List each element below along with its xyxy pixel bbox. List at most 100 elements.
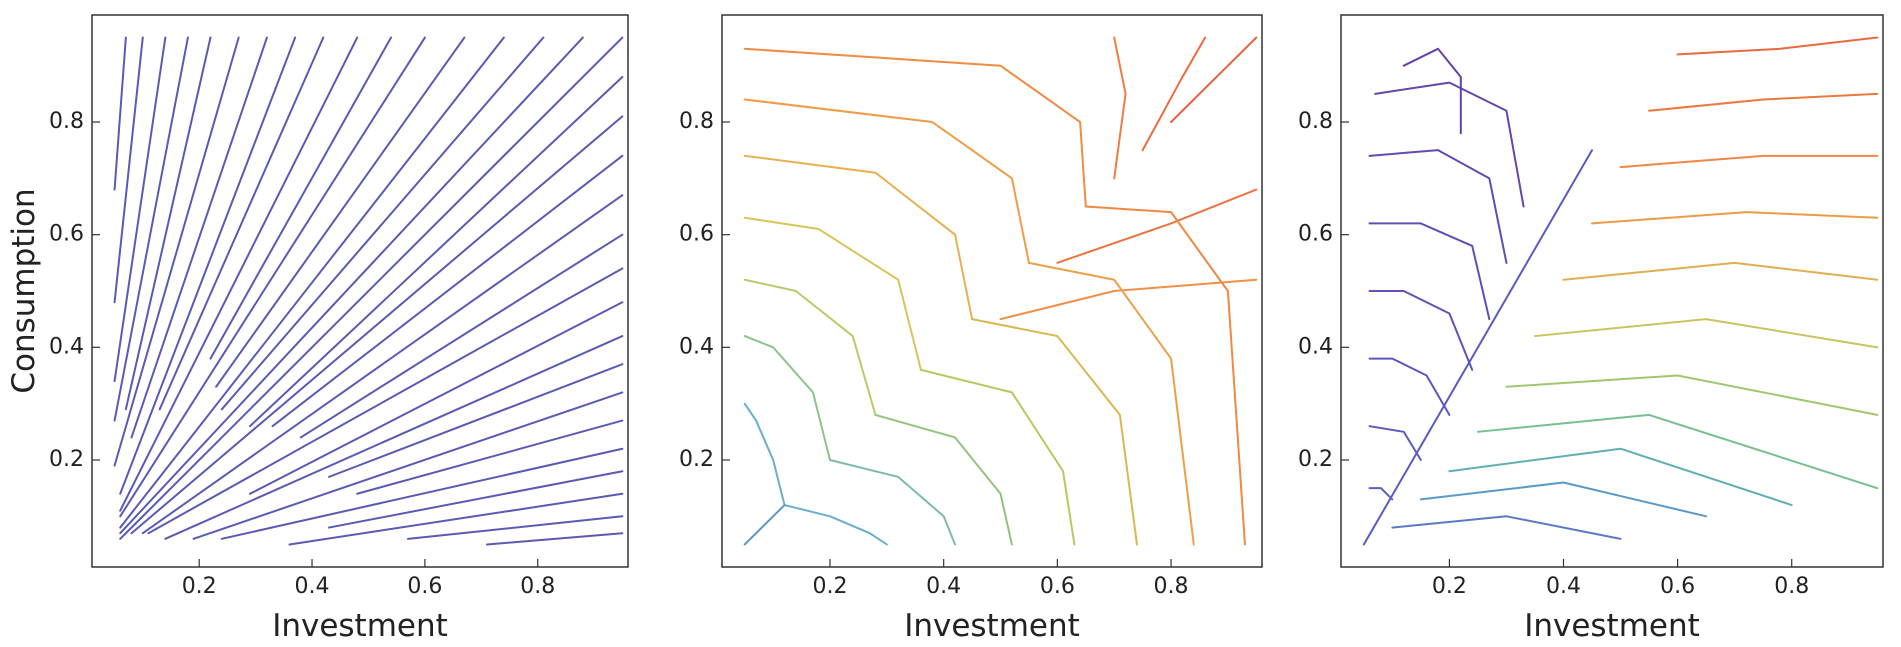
streamline <box>141 194 624 535</box>
streamline <box>1374 81 1525 208</box>
streamline <box>119 36 359 512</box>
streamline <box>1368 222 1491 321</box>
streamline <box>1533 318 1879 349</box>
streamline <box>743 278 877 416</box>
streamline <box>743 402 786 507</box>
x-axis-label: Investment <box>904 608 1080 644</box>
streamline <box>743 47 1087 208</box>
streamline <box>1402 47 1462 135</box>
y-tick-label: 0.8 <box>679 109 714 134</box>
streamline <box>119 36 426 518</box>
streamline <box>124 36 212 411</box>
streamline <box>1562 261 1879 281</box>
x-tick-label: 0.2 <box>182 574 217 599</box>
streamline <box>1676 36 1879 56</box>
streamline <box>119 36 505 529</box>
x-axis-label: Investment <box>272 608 448 644</box>
y-tick-label: 0.2 <box>1298 447 1333 472</box>
streamline <box>1368 357 1451 416</box>
streamline <box>119 36 584 535</box>
streamline <box>327 363 624 478</box>
streamline <box>147 267 624 535</box>
streamline <box>1505 374 1879 416</box>
streamline <box>783 504 888 546</box>
x-axis-label: Investment <box>1524 608 1700 644</box>
streamline <box>743 98 1030 264</box>
plot-frame <box>91 14 629 568</box>
streamline <box>971 318 1138 546</box>
streamline <box>743 335 831 461</box>
x-tick-label: 0.6 <box>1660 574 1695 599</box>
streamline <box>1170 36 1258 124</box>
y-tick-label: 0.6 <box>1298 222 1333 247</box>
streamline <box>1619 154 1879 169</box>
streamline <box>158 36 325 411</box>
x-tick-label: 0.6 <box>1040 574 1075 599</box>
y-tick-label: 0.4 <box>679 334 714 359</box>
streamline <box>1391 515 1622 540</box>
x-tick-label: 0.8 <box>1154 574 1189 599</box>
x-tick-label: 0.4 <box>295 574 330 599</box>
streamline <box>919 368 1076 546</box>
streamline <box>1027 261 1195 546</box>
plot-frame <box>1340 14 1884 568</box>
streamline <box>1368 149 1508 264</box>
streamline <box>743 154 974 321</box>
streamline <box>743 216 922 371</box>
streamline <box>220 36 545 411</box>
streamline <box>743 504 786 546</box>
y-tick-label: 0.4 <box>49 334 84 359</box>
x-tick-label: 0.4 <box>1546 574 1581 599</box>
streamline <box>113 36 127 191</box>
y-tick-label: 0.2 <box>49 447 84 472</box>
streamline <box>130 36 268 439</box>
x-tick-label: 0.6 <box>407 574 442 599</box>
streamline <box>248 301 624 495</box>
y-tick-label: 0.8 <box>49 109 84 134</box>
streamline <box>215 36 466 388</box>
streamline <box>288 492 624 546</box>
streamline <box>1591 211 1879 225</box>
y-tick-label: 0.6 <box>679 222 714 247</box>
streamline <box>356 419 624 495</box>
streamline <box>829 458 957 546</box>
y-tick-label: 0.6 <box>49 222 84 247</box>
streamline <box>119 36 297 495</box>
x-tick-label: 0.8 <box>1774 574 1809 599</box>
streamline <box>1362 149 1594 546</box>
streamline <box>1368 487 1394 501</box>
streamline <box>1113 36 1127 180</box>
streamline <box>113 36 189 422</box>
streamline <box>164 335 624 540</box>
y-axis-label: Consumption <box>6 188 42 393</box>
x-tick-label: 0.2 <box>1432 574 1467 599</box>
streamline <box>113 36 240 467</box>
streamline <box>1141 36 1207 152</box>
streamline <box>485 532 624 546</box>
streamline <box>113 36 144 304</box>
streamline <box>1368 290 1474 371</box>
streamline <box>209 36 393 360</box>
y-tick-label: 0.2 <box>679 447 714 472</box>
streamline <box>192 391 624 540</box>
streamline <box>999 278 1258 321</box>
streamline <box>220 447 624 540</box>
streamline <box>299 233 624 439</box>
streamline <box>1648 92 1879 112</box>
streamline <box>113 36 167 383</box>
streamline <box>1084 205 1246 546</box>
streamline <box>1056 188 1258 264</box>
streamline <box>1476 413 1879 490</box>
streamline <box>1368 425 1422 461</box>
streamline <box>406 515 624 540</box>
x-tick-label: 0.4 <box>926 574 961 599</box>
x-tick-label: 0.8 <box>520 574 555 599</box>
x-tick-label: 0.2 <box>813 574 848 599</box>
y-tick-label: 0.4 <box>1298 334 1333 359</box>
streamline <box>119 36 624 540</box>
streamline <box>1419 481 1708 518</box>
streamline <box>130 115 624 535</box>
streamline <box>874 413 1013 546</box>
streamline <box>248 75 624 428</box>
